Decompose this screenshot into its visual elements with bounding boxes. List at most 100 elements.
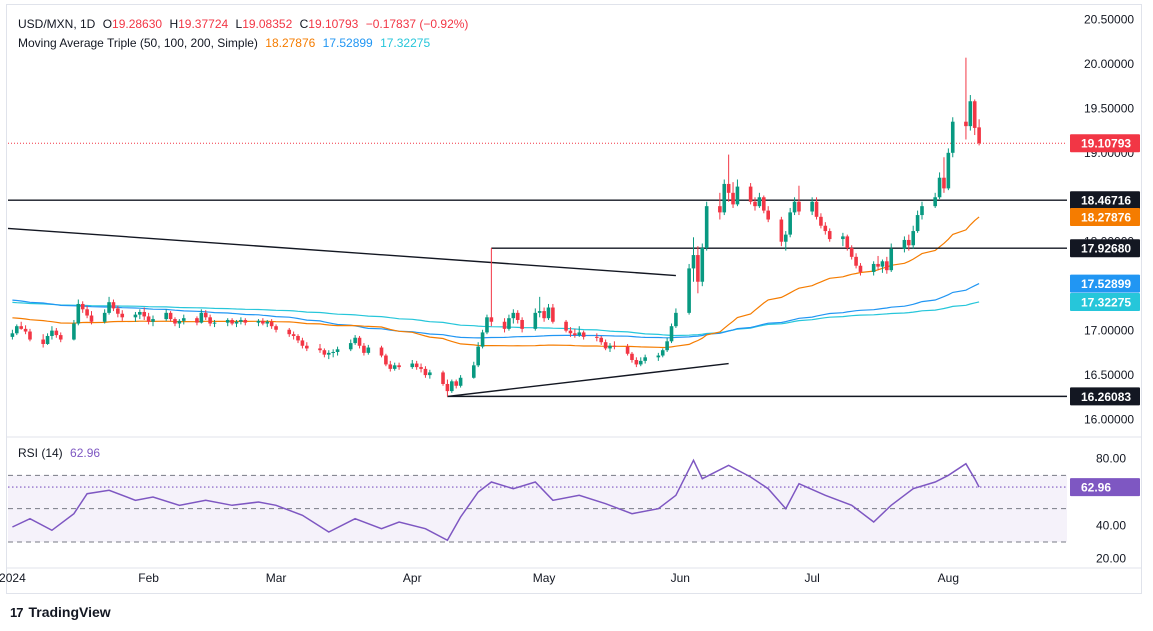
candle <box>946 148 951 191</box>
ma-label-ma100-text: 17.52899 <box>1081 277 1131 291</box>
candle-body <box>335 349 340 352</box>
candle <box>120 310 125 321</box>
time-tick-label: 2024 <box>0 571 26 585</box>
candle <box>428 369 432 379</box>
candle-body <box>660 350 665 356</box>
candle <box>542 307 546 322</box>
candle-body <box>326 352 331 355</box>
ma100-line <box>12 283 980 339</box>
level-label-0: 18.46716 <box>1070 191 1140 210</box>
candle-body <box>577 332 582 336</box>
candle <box>849 245 854 260</box>
candle <box>230 318 234 326</box>
candle-body <box>885 261 889 271</box>
candle-body <box>533 312 538 329</box>
candle-body <box>942 177 946 189</box>
candle-body <box>410 363 415 368</box>
candle-body <box>120 313 125 318</box>
candle-body <box>50 330 54 336</box>
candle <box>322 348 327 358</box>
candle-body <box>357 337 362 346</box>
rsi-line <box>12 458 980 542</box>
candle <box>612 341 617 350</box>
candle <box>441 370 445 386</box>
candle <box>700 243 705 287</box>
candle-body <box>362 345 366 353</box>
candle <box>107 296 111 315</box>
candle <box>533 308 538 331</box>
candle <box>907 234 911 251</box>
candle-body <box>827 231 832 240</box>
level-label-1-text: 17.92680 <box>1081 242 1131 256</box>
candle <box>296 334 300 344</box>
candle-body <box>85 309 89 316</box>
candle <box>748 183 753 205</box>
candle-body <box>630 353 634 360</box>
candle-body <box>511 312 516 319</box>
candle <box>515 310 520 324</box>
candle-body <box>265 321 270 324</box>
candle-body <box>441 372 445 384</box>
candle <box>45 333 50 345</box>
candle-body <box>972 101 977 128</box>
candle <box>634 357 639 368</box>
candle-body <box>722 183 727 213</box>
candle-body <box>10 333 15 337</box>
tradingview-logo[interactable]: 17 TradingView <box>10 604 111 620</box>
candle-body <box>599 337 604 343</box>
candle-body <box>41 339 45 344</box>
candle <box>23 325 28 335</box>
candle <box>14 324 19 336</box>
candle-body <box>920 206 924 216</box>
candle <box>902 236 907 253</box>
candle-body <box>797 201 801 212</box>
rsi-title: RSI (14) <box>18 446 63 460</box>
price-tick-label: 17.00000 <box>1084 324 1134 338</box>
time-tick-label: Mar <box>266 571 287 585</box>
candle <box>41 334 45 348</box>
candle-body <box>762 197 766 211</box>
candle-body <box>296 335 300 341</box>
candle-body <box>379 347 384 356</box>
candle-body <box>700 247 705 282</box>
candle <box>687 263 691 315</box>
candle <box>85 305 89 319</box>
candle <box>779 216 784 247</box>
candle <box>454 379 459 389</box>
candle-body <box>300 340 305 346</box>
candle-body <box>54 330 59 336</box>
candle <box>972 99 977 136</box>
candle <box>942 157 946 193</box>
candle <box>19 321 23 330</box>
candle <box>762 195 766 214</box>
candle <box>871 261 876 276</box>
time-tick-label: Jul <box>804 571 819 585</box>
rsi-last-label-box <box>1070 478 1140 497</box>
candle-body <box>476 346 480 366</box>
time-tick-label: May <box>533 571 556 585</box>
candle-body <box>348 343 353 350</box>
candle-body <box>366 347 371 353</box>
candle-body <box>212 322 217 324</box>
level-label-0-text: 18.46716 <box>1081 194 1131 208</box>
candle <box>142 307 147 320</box>
candle-body <box>546 307 551 319</box>
candle-body <box>76 303 81 324</box>
ohlc-open: O19.28630 <box>102 17 163 31</box>
ma50-value: 18.27876 <box>265 36 316 50</box>
candle <box>234 319 239 328</box>
candle-body <box>234 321 239 324</box>
candle <box>638 357 643 367</box>
candle <box>691 237 696 282</box>
candle <box>643 354 647 364</box>
candle <box>608 343 612 352</box>
level-label-2-box <box>1070 387 1140 406</box>
time-tick-label: Apr <box>403 571 422 585</box>
candle <box>766 206 770 223</box>
rsi-value: 62.96 <box>70 446 101 460</box>
candle-body <box>318 348 322 351</box>
candle <box>933 192 937 208</box>
candle-body <box>542 311 546 319</box>
candle-body <box>480 332 485 347</box>
